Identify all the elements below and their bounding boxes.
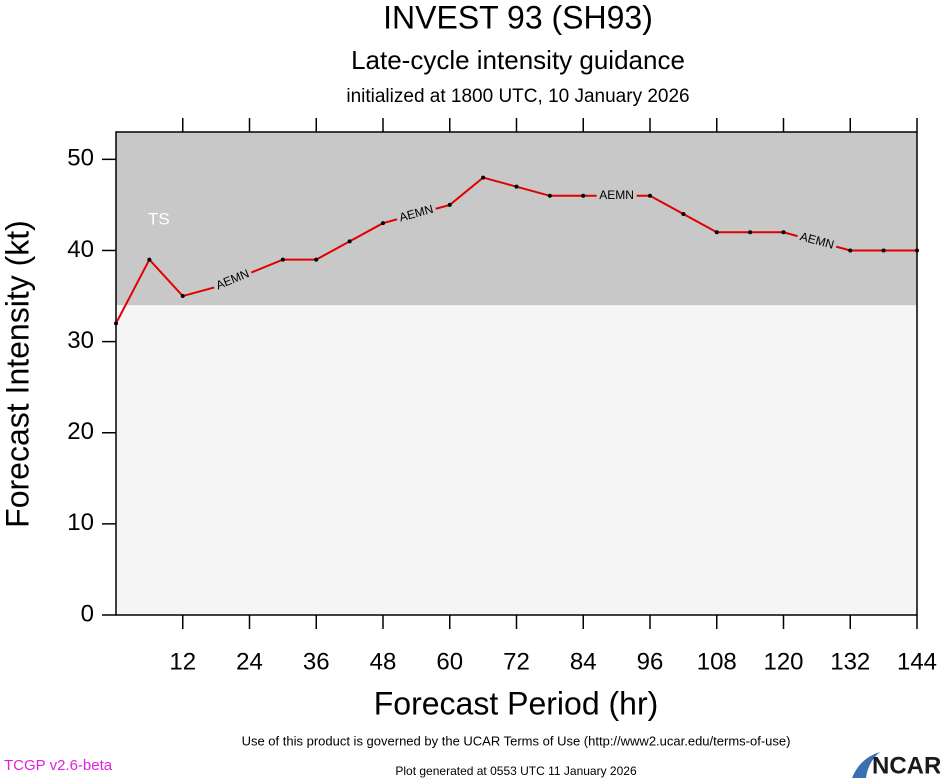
x-tick-label: 12	[169, 648, 196, 675]
x-tick-label: 120	[763, 648, 803, 675]
version: TCGP v2.6-beta	[4, 757, 113, 774]
x-tick-label: 108	[697, 648, 737, 675]
x-tick-label: 48	[370, 648, 397, 675]
data-point	[514, 184, 519, 189]
footer: Use of this product is governed by the U…	[242, 733, 791, 748]
x-tick-label: 24	[236, 648, 263, 675]
data-point	[347, 239, 352, 244]
logo: NCAR	[872, 752, 940, 779]
x-tick-label: 60	[436, 648, 463, 675]
label-gap	[596, 189, 637, 202]
x-axis-label: Forecast Period (hr)	[374, 685, 659, 721]
data-point	[547, 193, 552, 198]
data-point	[781, 230, 786, 235]
band-label: TS	[148, 209, 170, 228]
y-tick-label: 10	[67, 509, 94, 536]
x-tick-label: 84	[570, 648, 597, 675]
chart-subtitle: Late-cycle intensity guidance	[351, 45, 685, 75]
data-point	[681, 212, 686, 217]
data-point	[114, 321, 118, 326]
data-point	[881, 248, 886, 253]
y-tick-label: 0	[81, 600, 94, 627]
series-label: AEMN	[599, 188, 634, 202]
data-point	[481, 175, 486, 180]
label-gap	[395, 202, 438, 226]
x-tick-label: 132	[830, 648, 870, 675]
data-point	[381, 221, 385, 226]
data-point	[748, 230, 753, 235]
y-axis-label: Forecast Intensity (kt)	[0, 220, 35, 528]
logo-icon	[852, 752, 880, 778]
data-point	[180, 294, 185, 299]
data-point	[147, 257, 152, 262]
data-point	[915, 248, 919, 253]
label-gap	[212, 266, 254, 294]
x-tick-label: 144	[897, 648, 937, 675]
data-point	[848, 248, 853, 253]
chart-title: INVEST 93 (SH93)	[383, 0, 653, 35]
generated: Plot generated at 0553 UTC 11 January 20…	[395, 764, 637, 778]
x-tick-label: 72	[503, 648, 530, 675]
y-tick-label: 30	[67, 327, 94, 354]
data-point	[714, 230, 719, 235]
x-tick-label: 36	[303, 648, 330, 675]
label-gap	[796, 230, 838, 253]
data-point	[280, 257, 285, 262]
plot-frame	[115, 131, 918, 616]
y-tick-label: 20	[67, 418, 94, 445]
data-point	[314, 257, 319, 262]
init-time: initialized at 1800 UTC, 10 January 2026	[346, 86, 689, 107]
y-tick-label: 40	[67, 236, 94, 263]
data-point	[648, 193, 652, 198]
data-point	[447, 202, 452, 207]
y-tick-label: 50	[67, 145, 94, 172]
x-tick-label: 96	[637, 648, 664, 675]
data-point	[581, 193, 586, 198]
